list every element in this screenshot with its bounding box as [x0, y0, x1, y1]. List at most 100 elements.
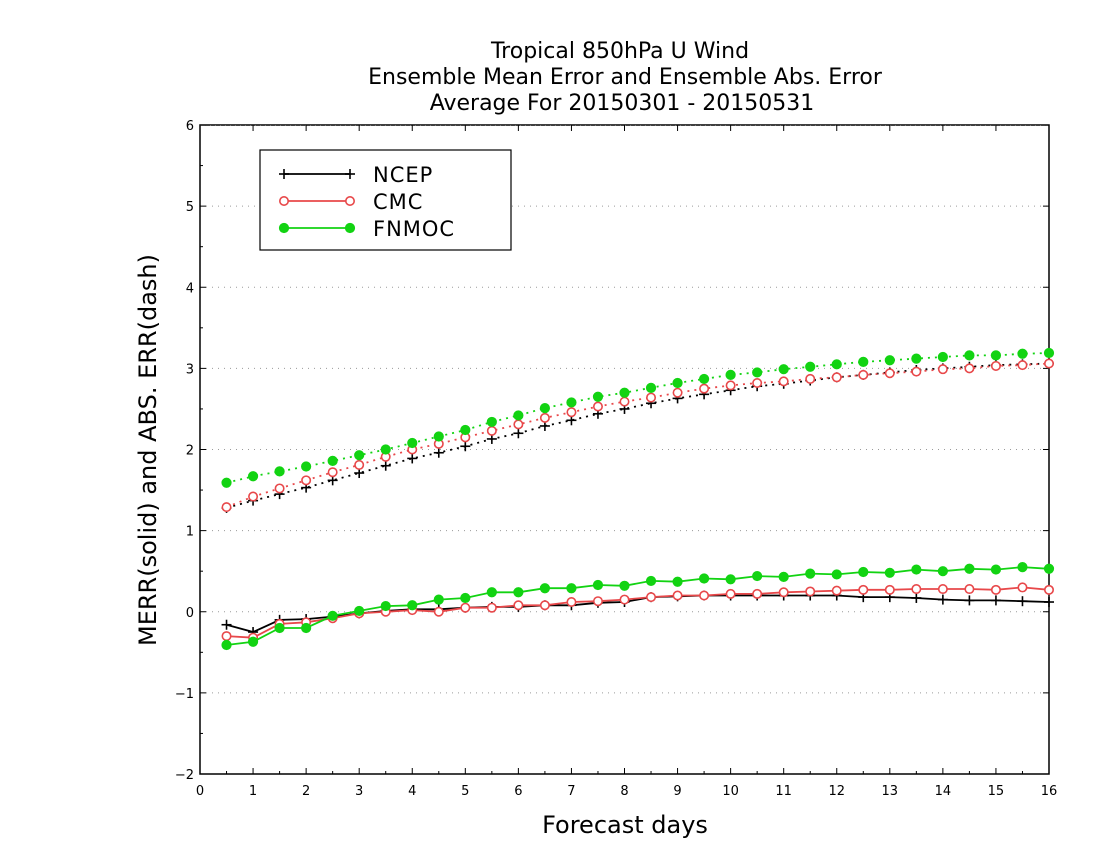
cmc-abs-err-point [221, 502, 232, 513]
cmc-abs-err-point [778, 376, 789, 387]
chart-title-line-3: Average For 20150301 - 20150531 [430, 91, 815, 116]
cmc-merr-point [858, 584, 869, 595]
x-tick-label: 15 [988, 784, 1005, 799]
fnmoc-merr-point [990, 564, 1002, 575]
fnmoc-merr-point [778, 571, 789, 582]
fnmoc-merr-point [619, 580, 630, 591]
fnmoc-merr-point [247, 636, 259, 647]
cmc-abs-err-point [805, 373, 816, 384]
ncep-merr-point [990, 595, 1001, 606]
fnmoc-merr-point [884, 567, 895, 578]
cmc-abs-err-point [566, 407, 577, 418]
x-tick-label: 9 [673, 784, 681, 799]
ncep-abs-err-point [513, 428, 524, 439]
x-tick-label: 14 [935, 784, 952, 799]
legend-item-ncep: NCEP [279, 163, 433, 187]
fnmoc-abs-err-point [1043, 347, 1055, 359]
fnmoc-abs-err-point [805, 361, 816, 372]
fnmoc-abs-err-line [226, 352, 1050, 484]
ncep-abs-err-point [407, 453, 418, 464]
cmc-abs-err-line [226, 362, 1050, 508]
legend-label-ncep: NCEP [373, 163, 433, 187]
chart-title-line-2: Ensemble Mean Error and Ensemble Abs. Er… [368, 65, 883, 90]
series-group [221, 347, 1055, 651]
legend-marker [279, 169, 289, 179]
fnmoc-abs-err-point [460, 424, 471, 436]
cmc-merr-point [513, 600, 524, 611]
x-tick-label: 2 [302, 784, 310, 799]
cmc-merr-point [566, 597, 577, 608]
cmc-abs-err-point [354, 459, 365, 470]
x-tick-label: 5 [461, 784, 469, 799]
y-axis-label: MERR(solid) and ABS. ERR(dash) [134, 254, 162, 646]
cmc-abs-err-point [486, 425, 497, 436]
x-axis-label: Forecast days [542, 811, 708, 839]
fnmoc-merr-line [226, 566, 1050, 646]
fnmoc-abs-err-point [433, 431, 444, 442]
fnmoc-abs-err-point [831, 359, 842, 370]
legend-label-fnmoc: FNMOC [373, 217, 455, 241]
cmc-merr-point [752, 588, 763, 599]
cmc-merr-point [672, 590, 683, 601]
fnmoc-merr-point [1043, 563, 1055, 574]
fnmoc-merr-point [672, 576, 683, 587]
y-tick-label: 5 [186, 200, 194, 215]
y-tick-label: 6 [186, 119, 194, 134]
chart-title: Tropical 850hPa U Wind Ensemble Mean Err… [368, 39, 883, 116]
fnmoc-abs-err-point [778, 364, 789, 375]
ncep-abs-err-line [226, 362, 1050, 509]
y-tick-label: −2 [175, 768, 194, 783]
series-fnmoc [221, 347, 1055, 651]
cmc-abs-err-point [1044, 358, 1055, 369]
legend-label-cmc: CMC [373, 190, 423, 214]
fnmoc-merr-point [301, 622, 312, 634]
cmc-merr-point [1017, 582, 1028, 593]
x-tick-label: 7 [567, 784, 575, 799]
cmc-merr-point [884, 584, 895, 595]
y-tick-label: 3 [186, 362, 194, 377]
series-cmc [221, 358, 1055, 643]
fnmoc-abs-err-point [884, 355, 895, 366]
legend-item-cmc: CMC [278, 190, 423, 214]
x-tick-label: 8 [620, 784, 628, 799]
fnmoc-merr-point [274, 622, 285, 634]
cmc-abs-err-point [248, 491, 259, 502]
fnmoc-merr-point [513, 587, 524, 598]
ncep-merr-point [937, 594, 948, 605]
fnmoc-merr-point [566, 583, 577, 594]
fnmoc-abs-err-point [990, 350, 1002, 361]
cmc-abs-err-point [725, 380, 736, 391]
fnmoc-abs-err-point [221, 477, 232, 488]
cmc-merr-point [592, 596, 603, 607]
ncep-merr-point [221, 619, 232, 630]
fnmoc-merr-point [831, 569, 842, 580]
chart-title-line-1: Tropical 850hPa U Wind [490, 39, 749, 64]
cmc-merr-point [539, 600, 550, 611]
fnmoc-abs-err-point [672, 377, 683, 389]
legend-marker [344, 196, 355, 207]
fnmoc-abs-err-point [380, 444, 391, 455]
cmc-merr-point [911, 584, 922, 595]
fnmoc-merr-point [858, 566, 869, 578]
fnmoc-merr-point [911, 564, 922, 575]
cmc-abs-err-point [831, 372, 842, 383]
x-tick-label: 3 [355, 784, 363, 799]
fnmoc-abs-err-point [752, 367, 763, 378]
x-tick-label: 10 [722, 784, 739, 799]
cmc-merr-point [699, 590, 710, 601]
cmc-merr-point [805, 586, 816, 597]
fnmoc-abs-err-point [354, 450, 365, 461]
cmc-abs-err-point [884, 368, 895, 379]
x-tick-label: 12 [828, 784, 845, 799]
fnmoc-abs-err-point [645, 382, 657, 393]
fnmoc-abs-err-point [327, 455, 338, 466]
y-tick-label: 1 [186, 525, 194, 540]
cmc-abs-err-point [937, 364, 948, 375]
fnmoc-merr-point [592, 579, 604, 591]
ncep-abs-err-point [460, 441, 471, 452]
fnmoc-abs-err-point [698, 373, 710, 385]
y-tick-label: 2 [186, 444, 194, 459]
ncep-merr-point [1044, 597, 1054, 608]
cmc-merr-point [831, 585, 842, 596]
